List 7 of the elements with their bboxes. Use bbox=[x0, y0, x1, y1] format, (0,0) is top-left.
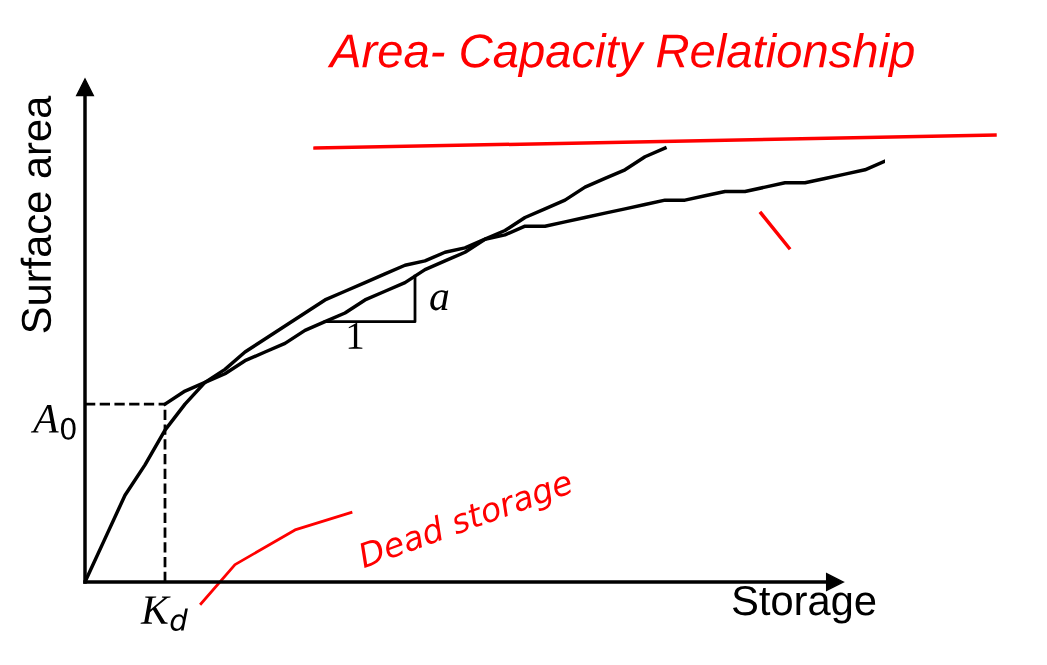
chart-title: Area- Capacity Relationship bbox=[327, 32, 914, 78]
x-axis-title: Storage bbox=[732, 585, 876, 624]
text: K$_{d}$ bbox=[140, 596, 188, 631]
annotation: 1 bbox=[348, 322, 363, 349]
ref-line-label: A$_{0}$ bbox=[30, 405, 76, 440]
annotation: a bbox=[430, 290, 449, 311]
y-axis-title: Surface area bbox=[20, 95, 52, 333]
